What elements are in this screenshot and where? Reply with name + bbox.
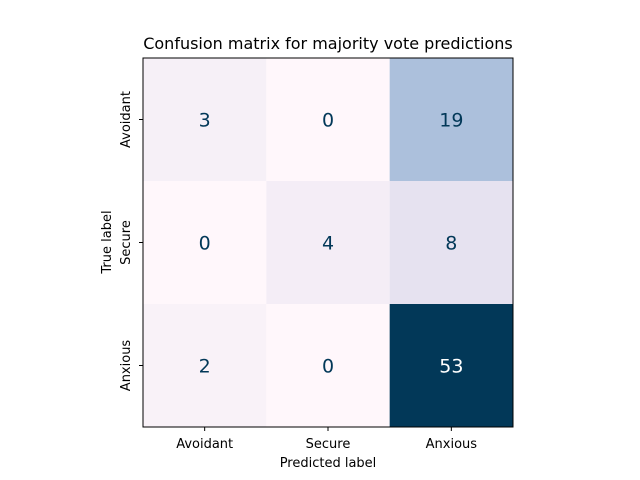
cell-value-label: 53 (439, 356, 463, 378)
heatmap-cell (266, 304, 390, 427)
x-tick-label: Secure (306, 437, 351, 452)
cell-value-label: 3 (199, 110, 211, 132)
y-tick-label: Avoidant (119, 91, 134, 148)
heatmap-cell (266, 58, 390, 181)
heatmap-cell (389, 58, 513, 181)
axis-ticks: Avoidant Secure Anxious Avoidant Secure Anxio… (119, 91, 477, 452)
chart-title: Confusion matrix for majority vote predi… (143, 34, 513, 53)
heatmap-cell (389, 304, 513, 427)
cell-value-label: 0 (322, 110, 334, 132)
cell-value-label: 2 (199, 356, 211, 378)
heatmap-cell (389, 181, 513, 304)
y-axis-label: True label (100, 210, 115, 274)
cell-value-label: 19 (439, 110, 463, 132)
y-tick-label: Secure (119, 220, 134, 265)
y-tick-label: Anxious (119, 340, 134, 392)
x-axis-label: Predicted label (280, 456, 377, 471)
heatmap-cell (143, 181, 267, 304)
cell-value-label: 0 (199, 233, 211, 255)
cell-value-label: 8 (445, 233, 457, 255)
heatmap-cell (266, 181, 390, 304)
heatmap-cells: 3 0 19 0 4 8 2 0 53 (143, 58, 513, 427)
heatmap-cell (143, 58, 267, 181)
cell-value-label: 0 (322, 356, 334, 378)
x-tick-label: Anxious (426, 437, 478, 452)
x-tick-label: Avoidant (176, 437, 233, 452)
heatmap-cell (143, 304, 267, 427)
cell-value-label: 4 (322, 233, 334, 255)
